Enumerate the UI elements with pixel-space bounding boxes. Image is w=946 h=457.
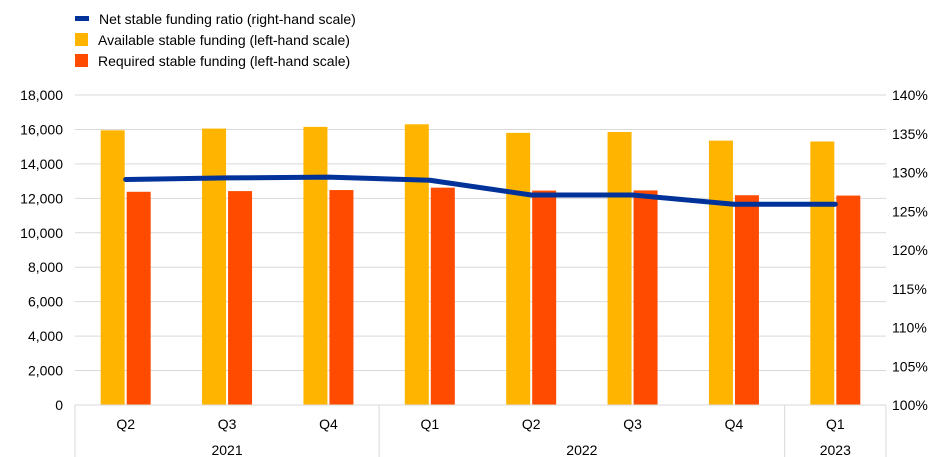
bar-available <box>202 128 227 406</box>
legend-swatch-required <box>75 54 88 67</box>
bar-available <box>100 130 125 406</box>
y-left-tick-label: 0 <box>55 397 63 413</box>
bar-required <box>228 191 253 405</box>
x-tick-label: Q1 <box>420 416 439 432</box>
bar-available <box>708 140 733 405</box>
legend-label-available: Available stable funding (left-hand scal… <box>98 31 350 48</box>
bar-available <box>810 141 835 405</box>
gridlines <box>75 94 886 372</box>
legend-swatch-ratio <box>75 16 89 21</box>
y-right-tick-label: 140% <box>892 87 928 103</box>
y-right-tick-label: 120% <box>892 242 928 258</box>
x-tick-label: Q1 <box>826 416 845 432</box>
legend: Net stable funding ratio (right-hand sca… <box>75 8 356 71</box>
legend-label-ratio: Net stable funding ratio (right-hand sca… <box>99 10 356 27</box>
bar-required <box>633 190 658 405</box>
y-left-tick-label: 16,000 <box>20 121 63 137</box>
year-label: 2021 <box>211 442 242 457</box>
bar-required <box>734 195 759 405</box>
bar-required <box>836 195 861 405</box>
bar-available <box>303 126 328 405</box>
y-right-tick-label: 130% <box>892 165 928 181</box>
y-right-tick-label: 110% <box>892 320 927 336</box>
y-right-tick-label: 115% <box>892 281 927 297</box>
y-left-tick-label: 18,000 <box>20 87 63 103</box>
legend-label-required: Required stable funding (left-hand scale… <box>98 52 351 69</box>
bar-required <box>126 191 151 405</box>
bars <box>100 124 861 406</box>
y-left-tick-label: 6,000 <box>28 294 63 310</box>
bar-required <box>329 190 354 405</box>
bar-required <box>532 190 557 405</box>
legend-item-available: Available stable funding (left-hand scal… <box>75 29 356 50</box>
y-right-tick-label: 100% <box>892 397 928 413</box>
y-left-tick-label: 10,000 <box>20 225 63 241</box>
x-tick-label: Q2 <box>116 416 135 432</box>
x-tick-label: Q3 <box>218 416 237 432</box>
legend-item-ratio: Net stable funding ratio (right-hand sca… <box>75 8 356 29</box>
legend-swatch-available <box>75 33 88 46</box>
bar-available <box>506 132 531 405</box>
y-left-tick-label: 14,000 <box>20 156 63 172</box>
x-tick-label: Q4 <box>319 416 338 432</box>
y-left-tick-label: 2,000 <box>28 363 63 379</box>
y-right-tick-label: 125% <box>892 203 928 219</box>
ratio-line <box>123 174 838 207</box>
y-left-tick-label: 4,000 <box>28 328 63 344</box>
bar-available <box>404 124 429 406</box>
legend-item-required: Required stable funding (left-hand scale… <box>75 50 356 71</box>
y-right-tick-label: 105% <box>892 358 928 374</box>
ratio-line-group <box>123 174 838 207</box>
x-tick-label: Q4 <box>725 416 744 432</box>
bar-available <box>607 132 632 405</box>
y-right-tick-label: 135% <box>892 126 928 142</box>
x-tick-label: Q3 <box>623 416 642 432</box>
bar-required <box>430 187 455 405</box>
year-label: 2022 <box>566 442 597 457</box>
x-tick-label: Q2 <box>522 416 541 432</box>
axes: 0 2,000 4,000 6,000 8,000 10,000 12,000 14,000 1… <box>20 87 928 457</box>
y-left-tick-label: 12,000 <box>20 190 63 206</box>
year-label: 2023 <box>820 442 851 457</box>
y-left-tick-label: 8,000 <box>28 259 63 275</box>
